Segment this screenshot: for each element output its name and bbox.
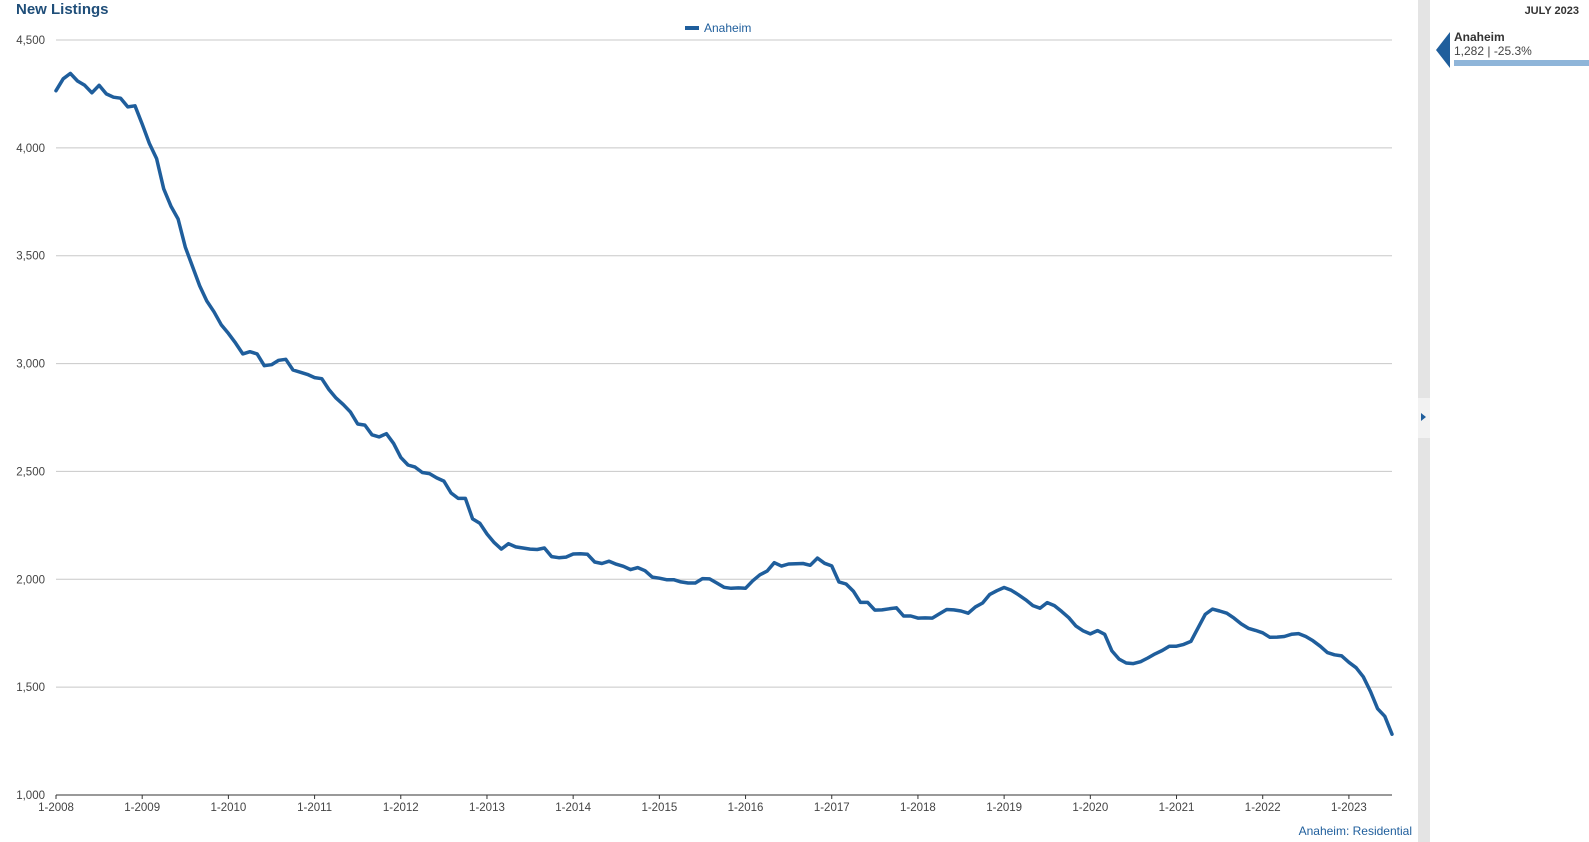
- x-tick-label: 1-2012: [383, 802, 419, 814]
- period-label: JULY 2023: [1524, 5, 1579, 17]
- x-tick-label: 1-2008: [38, 802, 74, 814]
- series-line-anaheim: [54, 71, 1394, 736]
- y-tick-label: 4,500: [16, 35, 45, 47]
- collapse-panel-button[interactable]: [1418, 398, 1430, 438]
- x-axis: 1-2008 1-2009 1-2010 1-2011 1-2012 1-2013 1-20…: [38, 794, 1392, 814]
- x-tick-label: 1-2010: [210, 802, 246, 814]
- y-tick-label: 4,000: [16, 143, 45, 155]
- y-axis: 1,000 1,500 2,000 2,500 3,000 3,500 4,000 4,500: [16, 35, 45, 802]
- x-tick-label: 1-2020: [1072, 802, 1108, 814]
- y-tick-label: 2,500: [16, 466, 45, 478]
- x-tick-label: 1-2014: [555, 802, 591, 814]
- plot-area: [54, 71, 1394, 736]
- caret-right-icon: [1421, 413, 1426, 421]
- x-tick-label: 1-2018: [900, 802, 936, 814]
- y-tick-label: 3,000: [16, 359, 45, 371]
- x-tick-label: 1-2011: [297, 802, 332, 814]
- side-series-name: Anaheim: [1454, 30, 1505, 44]
- x-tick-label: 1-2019: [986, 802, 1022, 814]
- source-link[interactable]: Anaheim: Residential: [1298, 824, 1412, 838]
- side-series-values: 1,282 | -25.3%: [1454, 44, 1532, 58]
- side-series-bar: [1454, 60, 1589, 66]
- y-tick-label: 3,500: [16, 251, 45, 263]
- side-series-item[interactable]: Anaheim 1,282 | -25.3%: [1436, 28, 1589, 70]
- gridlines: [56, 39, 1392, 688]
- legend[interactable]: Anaheim: [685, 21, 751, 35]
- x-tick-label: 1-2016: [728, 802, 764, 814]
- x-tick-label: 1-2017: [814, 802, 850, 814]
- legend-label-anaheim: Anaheim: [704, 21, 751, 35]
- x-tick-label: 1-2022: [1245, 802, 1281, 814]
- x-tick-label: 1-2015: [641, 802, 677, 814]
- chart-title: New Listings: [16, 1, 109, 18]
- y-tick-label: 2,000: [16, 574, 45, 586]
- x-tick-label: 1-2009: [124, 802, 160, 814]
- x-tick-label: 1-2021: [1159, 802, 1195, 814]
- x-tick-label: 1-2013: [469, 802, 505, 814]
- y-tick-label: 1,000: [16, 790, 45, 802]
- pointer-left-icon: [1436, 32, 1450, 68]
- legend-swatch-anaheim: [685, 26, 699, 30]
- line-chart: 1,000 1,500 2,000 2,500 3,000 3,500 4,000 4,500…: [16, 21, 1394, 814]
- x-tick-label: 1-2023: [1331, 802, 1367, 814]
- y-tick-label: 1,500: [16, 682, 45, 694]
